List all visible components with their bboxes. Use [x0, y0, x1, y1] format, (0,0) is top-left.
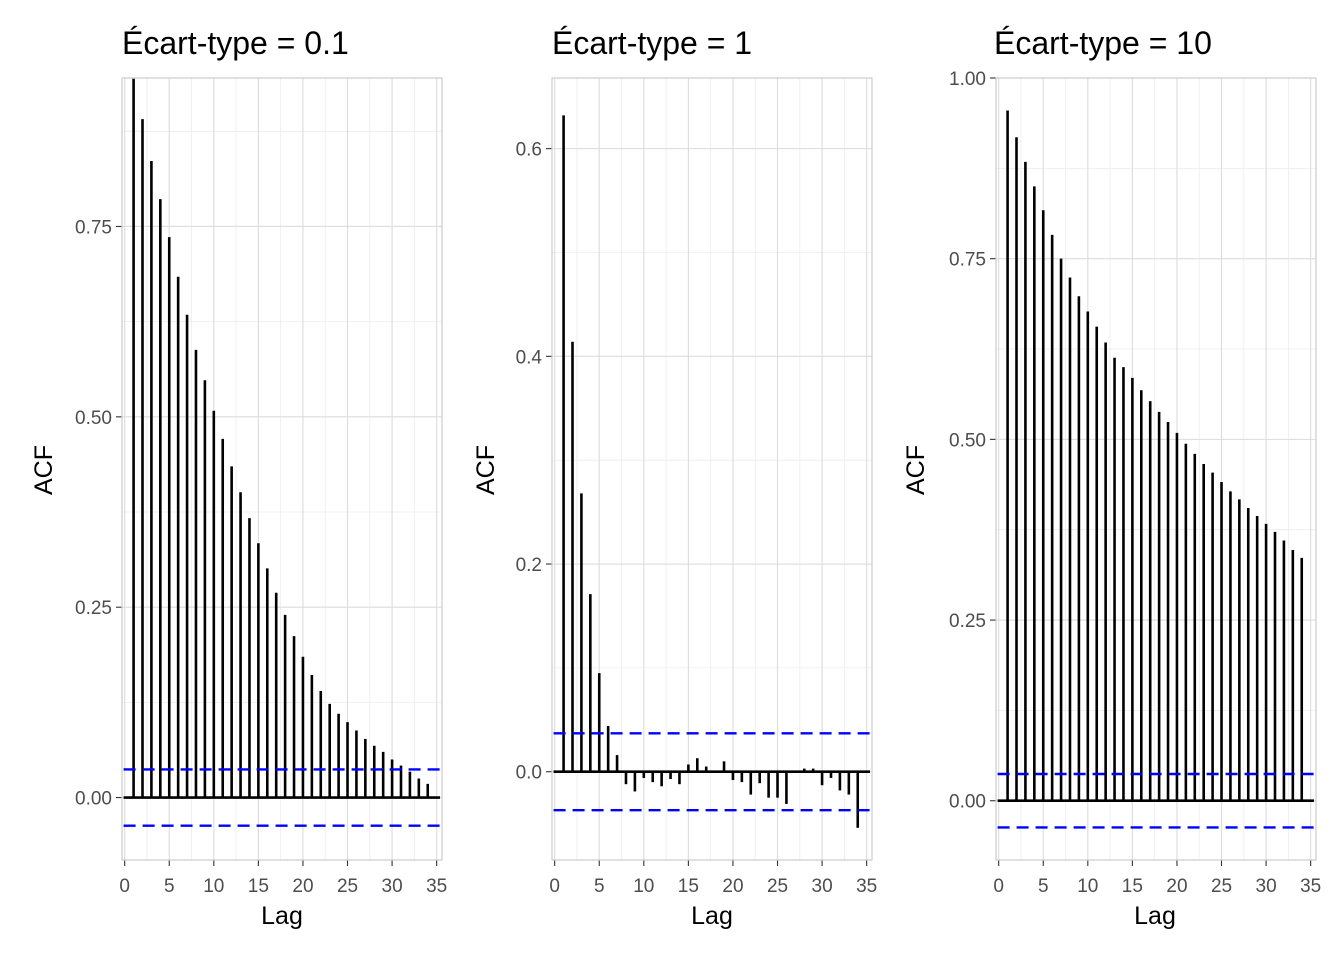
x-axis-title: Lag — [261, 902, 303, 930]
y-axis-title: ACF — [30, 445, 58, 495]
y-tick-label: 0.50 — [949, 430, 986, 451]
panel-border — [121, 77, 443, 861]
x-tick-label: 10 — [633, 876, 654, 897]
panel-sd-0-1: Écart-type = 0.1 0 5 10 15 20 25 30 350.000.250… — [30, 25, 447, 930]
y-tick-label: 1.00 — [949, 69, 986, 90]
x-tick-label: 20 — [292, 876, 313, 897]
x-tick-label: 5 — [594, 876, 605, 897]
y-axis-title: ACF — [472, 445, 500, 495]
x-tick-label: 0 — [993, 876, 1004, 897]
x-tick-label: 10 — [1077, 876, 1098, 897]
x-tick-label: 35 — [426, 876, 447, 897]
x-tick-label: 5 — [1038, 876, 1049, 897]
x-tick-label: 10 — [203, 876, 224, 897]
x-tick-label: 5 — [164, 876, 175, 897]
x-tick-label: 30 — [812, 876, 833, 897]
y-tick-label: 0.50 — [75, 408, 112, 429]
x-tick-label: 30 — [1256, 876, 1277, 897]
x-tick-label: 35 — [856, 876, 877, 897]
y-axis-title: ACF — [902, 445, 930, 495]
y-tick-label: 0.25 — [75, 598, 112, 619]
y-tick-label: 0.2 — [516, 555, 542, 576]
y-tick-label: 0.6 — [516, 140, 542, 161]
panel-title: Écart-type = 1 — [552, 25, 752, 61]
x-tick-label: 25 — [337, 876, 358, 897]
plot-area: 0 5 10 15 20 25 30 35 0.00 0.25 0.50 0.75 — [75, 77, 447, 897]
x-tick-label: 15 — [1122, 876, 1143, 897]
y-tick-label: 0.00 — [75, 789, 112, 810]
y-tick-label: 0.4 — [516, 347, 543, 368]
panel-border — [551, 77, 873, 861]
x-tick-label: 25 — [767, 876, 788, 897]
x-tick-label: 30 — [382, 876, 403, 897]
x-tick-label: 25 — [1211, 876, 1232, 897]
panel-sd-10: Écart-type = 10 0 5 10 15 20 25 30 35 0.00 0.25 0.… — [902, 25, 1321, 930]
x-tick-label: 20 — [722, 876, 743, 897]
x-tick-label: 20 — [1166, 876, 1187, 897]
y-tick-label: 0.0 — [516, 763, 542, 784]
y-tick-label: 0.00 — [949, 792, 986, 813]
x-tick-label: 0 — [549, 876, 560, 897]
x-tick-label: 0 — [119, 876, 130, 897]
y-tick-label: 0.75 — [75, 217, 112, 238]
panel-border — [995, 77, 1317, 861]
x-tick-label: 15 — [678, 876, 699, 897]
panel-title: Écart-type = 10 — [994, 25, 1212, 61]
plot-area: 0 5 10 15 20 25 30 35 0.0 0.2 0.4 0.6 — [516, 77, 877, 897]
y-tick-label: 0.25 — [949, 611, 986, 632]
x-tick-label: 35 — [1300, 876, 1321, 897]
y-tick-label: 0.75 — [949, 250, 986, 271]
panel-title: Écart-type = 0.1 — [122, 25, 349, 61]
x-axis-title: Lag — [691, 902, 733, 930]
plot-area: 0 5 10 15 20 25 30 35 0.00 0.25 0.50 0.75 1.00 — [949, 69, 1321, 897]
x-tick-label: 15 — [248, 876, 269, 897]
panel-sd-1: Écart-type = 1 0 5 10 15 20 25 30 35 0.0 0.2 0.4 0.… — [472, 25, 877, 930]
x-axis-title: Lag — [1134, 902, 1176, 930]
